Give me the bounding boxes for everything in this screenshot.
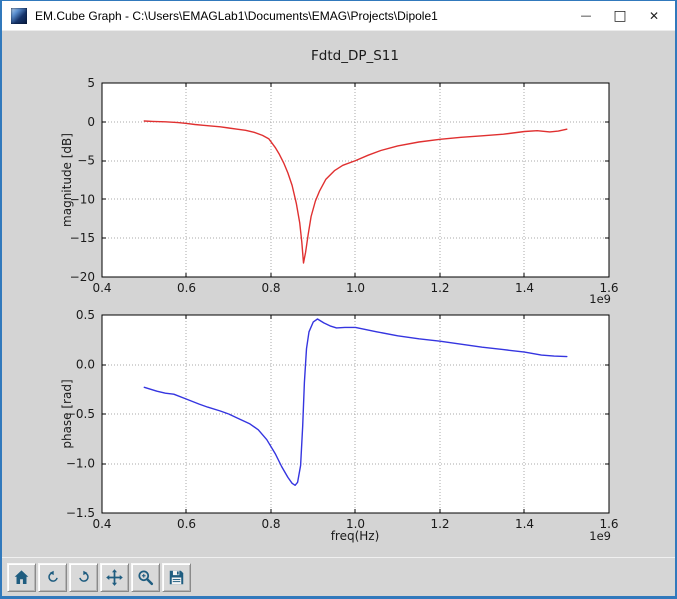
grid — [102, 315, 609, 513]
toolbar-button-forward[interactable] — [69, 562, 98, 592]
close-icon: ✕ — [648, 8, 660, 23]
y-tick-label: −15 — [70, 231, 95, 245]
title-bar[interactable]: EM.Cube Graph - C:\Users\EMAGLab1\Docume… — [2, 1, 675, 31]
figure-title: Fdtd_DP_S11 — [311, 48, 399, 64]
y-tick-label: −20 — [70, 270, 95, 284]
frequency-x-axis-label: freq(Hz) — [331, 529, 380, 543]
x-tick-label: 1.2 — [430, 281, 449, 295]
home-icon — [14, 569, 29, 584]
toolbar-button-pan[interactable] — [100, 562, 129, 592]
maximize-icon: □ — [613, 7, 627, 24]
x-tick-label: 1.0 — [346, 281, 365, 295]
window-title: EM.Cube Graph - C:\Users\EMAGLab1\Docume… — [35, 8, 438, 23]
x-tick-label: 0.6 — [177, 517, 196, 531]
x-tick-label: 1.6 — [599, 281, 618, 295]
y-tick-label: 0.5 — [76, 308, 95, 322]
y-tick-label: −1.0 — [66, 457, 95, 471]
close-button[interactable]: ✕ — [637, 1, 671, 30]
figure-canvas[interactable]: 0.4 0.6 0.8 1.0 1.2 1.4 1.650−5−10−15−200.4 0.6… — [2, 31, 675, 558]
figure-canvas-area: 0.4 0.6 0.8 1.0 1.2 1.4 1.6 5 0 −5 −10 −15 −20 0.4 0.6… — [2, 31, 675, 558]
x-tick-label: 1.6 — [599, 517, 618, 531]
toolbar-button-save[interactable] — [162, 562, 191, 592]
bottom-plot-x-offset-label: 1e9 — [589, 529, 611, 543]
x-tick-label: 1.2 — [430, 517, 449, 531]
zoom-magnifier-icon — [138, 569, 154, 585]
tick-labels: 0.4 0.6 0.8 1.0 1.2 1.4 1.6 5 0 −5 −10 −15 −20 — [70, 76, 619, 295]
y-tick-label: −0.5 — [66, 407, 95, 421]
y-tick-label: −5 — [77, 154, 95, 168]
window-controls: — □ ✕ — [569, 1, 671, 30]
x-tick-label: 1.0 — [346, 517, 365, 531]
pan-arrows-icon — [106, 568, 123, 586]
toolbar — [2, 557, 675, 596]
magnitude-plot[interactable]: 0.4 0.6 0.8 1.0 1.2 1.4 1.6 5 0 −5 −10 −15 −20 — [70, 76, 619, 295]
minimize-button[interactable]: — — [569, 1, 603, 30]
y-tick-label: 5 — [87, 76, 95, 90]
phase-series-line — [143, 318, 568, 486]
back-arrow-icon — [47, 570, 58, 582]
phase-y-axis-label: phase [rad] — [60, 379, 74, 448]
x-tick-label: 1.4 — [515, 517, 534, 531]
x-tick-label: 0.4 — [92, 517, 111, 531]
forward-arrow-icon — [78, 570, 89, 582]
save-floppy-icon — [169, 570, 184, 584]
minimize-icon: — — [580, 9, 592, 22]
y-tick-label: −1.5 — [66, 506, 95, 520]
phase-plot[interactable]: 0.4 0.6 0.8 1.0 1.2 1.4 1.6 0.5 0.0 −0.5 −1.0 −1.5 — [66, 308, 619, 531]
maximize-button[interactable]: □ — [603, 1, 637, 30]
x-tick-label: 0.6 — [177, 281, 196, 295]
toolbar-button-back[interactable] — [38, 562, 67, 592]
y-tick-label: −10 — [70, 192, 95, 206]
grid — [102, 83, 609, 277]
top-plot-x-offset-label: 1e9 — [589, 292, 611, 306]
y-tick-label: 0 — [87, 115, 95, 129]
x-tick-label: 0.8 — [261, 517, 280, 531]
x-tick-label: 0.4 — [92, 281, 111, 295]
x-tick-label: 1.4 — [515, 281, 534, 295]
magnitude-series-line — [143, 120, 568, 264]
x-tick-label: 0.8 — [261, 281, 280, 295]
y-tick-label: 0.0 — [76, 358, 95, 372]
toolbar-button-zoom-to-rect[interactable] — [131, 562, 160, 592]
app-icon[interactable] — [11, 7, 27, 24]
magnitude-y-axis-label: magnitude [dB] — [60, 133, 74, 227]
tick-labels: 0.4 0.6 0.8 1.0 1.2 1.4 1.6 0.5 0.0 −0.5 −1.0 −1.5 — [66, 308, 619, 531]
toolbar-button-home[interactable] — [7, 562, 36, 592]
